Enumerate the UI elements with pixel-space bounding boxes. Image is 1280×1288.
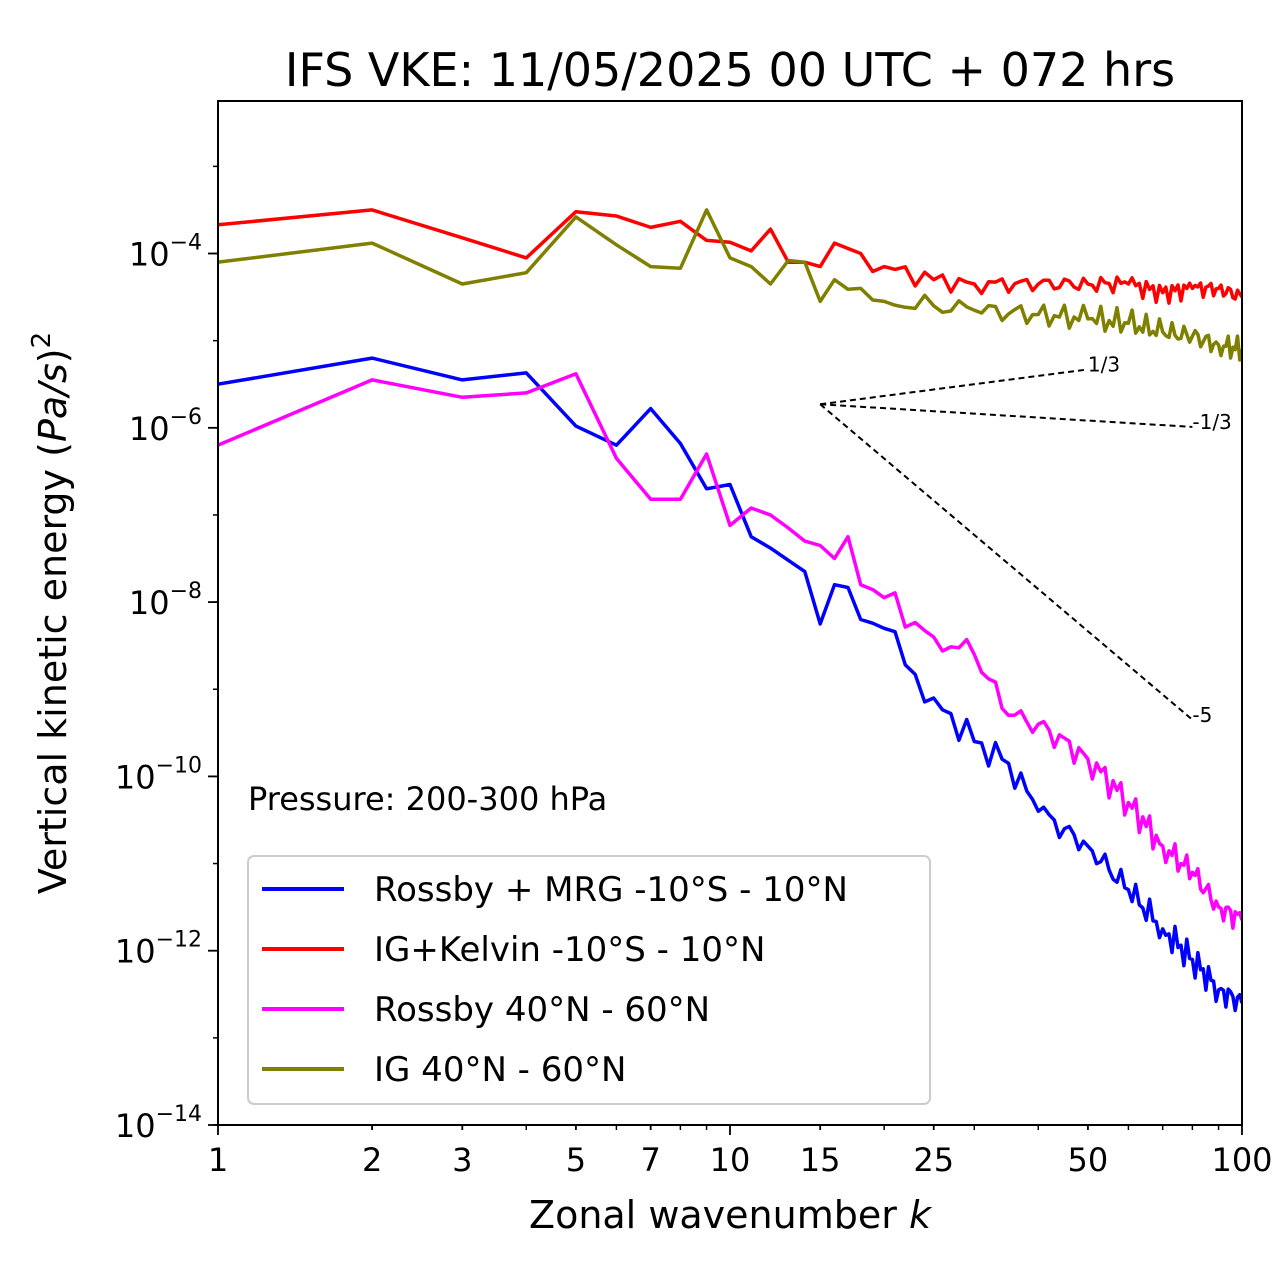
series-lines [218, 208, 1242, 1013]
slope-line [820, 368, 1089, 406]
y-tick-label: 10−8 [129, 579, 202, 622]
x-axis-label-variable: k [909, 1193, 933, 1237]
legend-label: IG 40°N - 60°N [374, 1050, 626, 1090]
y-tick-label: 10−6 [129, 405, 202, 448]
legend-label: Rossby 40°N - 60°N [374, 990, 710, 1030]
y-axis-label-close: ) [31, 348, 75, 363]
x-tick-label: 5 [566, 1141, 586, 1179]
y-axis-label-text: Vertical kinetic energy ( [31, 442, 75, 894]
series-line-0 [218, 356, 1242, 1013]
x-tick-label: 3 [452, 1141, 472, 1179]
series-line-1 [218, 208, 1242, 305]
y-axis-label: Vertical kinetic energy (Pa/s)2 [27, 332, 75, 894]
x-axis-label: Zonal wavenumber k [529, 1193, 933, 1237]
legend-label: IG+Kelvin -10°S - 10°N [374, 930, 765, 970]
x-tick-label: 100 [1211, 1141, 1272, 1179]
x-tick-label: 50 [1068, 1141, 1109, 1179]
y-tick-base: 10 [129, 410, 170, 448]
pressure-annotation: Pressure: 200-300 hPa [248, 780, 607, 818]
series-line-3 [218, 208, 1242, 362]
y-axis-label-variable: Pa/s [31, 363, 75, 442]
slope-label: -5 [1192, 703, 1212, 727]
x-axis-label-text: Zonal wavenumber [529, 1193, 909, 1237]
y-tick-base: 10 [129, 584, 170, 622]
x-tick-label: 15 [800, 1141, 841, 1179]
y-tick-base: 10 [129, 236, 170, 274]
y-axis-label-superscript: 2 [27, 332, 57, 349]
y-tick-base: 10 [115, 758, 156, 796]
legend-label: Rossby + MRG -10°S - 10°N [374, 870, 848, 910]
chart-title: IFS VKE: 11/05/2025 00 UTC + 072 hrs [285, 43, 1175, 97]
legend: Rossby + MRG -10°S - 10°N IG+Kelvin -10°S… [247, 855, 931, 1105]
slope-reference-lines: 1/3 -1/3 -5 [819, 352, 1232, 727]
y-tick-exponent: −10 [156, 753, 202, 778]
y-tick-base: 10 [115, 1107, 156, 1145]
y-tick-exponent: −8 [170, 579, 202, 604]
y-tick-label: 10−14 [115, 1102, 202, 1145]
y-tick-label: 10−12 [115, 928, 202, 971]
y-tick-label: 10−10 [115, 753, 202, 796]
slope-line [819, 403, 1194, 721]
x-tick-label: 25 [913, 1141, 954, 1179]
legend-box [247, 855, 931, 1105]
y-tick-exponent: −14 [156, 1102, 202, 1127]
y-tick-exponent: −6 [170, 405, 202, 430]
slope-label: 1/3 [1088, 352, 1120, 376]
slope-line [820, 403, 1193, 428]
y-tick-exponent: −12 [156, 928, 202, 953]
x-tick-label: 2 [362, 1141, 382, 1179]
x-tick-label: 10 [710, 1141, 751, 1179]
y-tick-base: 10 [115, 933, 156, 971]
x-tick-label: 1 [208, 1141, 228, 1179]
slope-label: -1/3 [1192, 410, 1231, 434]
y-tick-label: 10−4 [129, 231, 202, 274]
series-line-2 [218, 372, 1242, 930]
x-axis: 1 2 3 5 7 10 15 25 50 100 [208, 1125, 1273, 1179]
y-tick-exponent: −4 [170, 231, 202, 256]
x-tick-label: 7 [641, 1141, 661, 1179]
